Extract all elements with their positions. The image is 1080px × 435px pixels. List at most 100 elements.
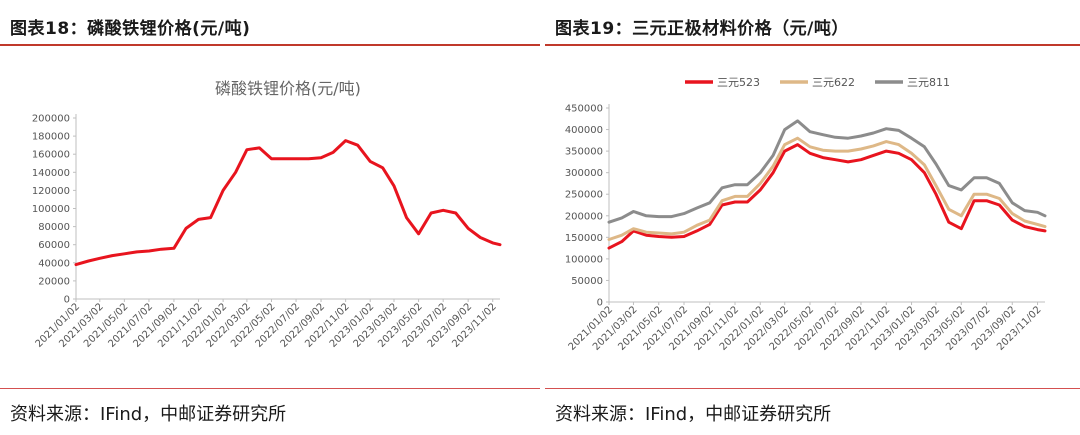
y-tick-label: 50000 [571, 276, 603, 287]
data-point [746, 183, 749, 186]
lfp-price-chart: 磷酸铁锂价格(元/吨) 0 20000 40000 60000 80000 100000 12… [32, 79, 502, 350]
data-point [985, 193, 988, 196]
data-point [973, 177, 975, 179]
legend-label: 三元523 [717, 76, 760, 89]
data-point [185, 227, 187, 230]
data-point [897, 143, 900, 146]
data-point [1036, 211, 1039, 214]
data-point [935, 193, 937, 196]
series-line-1 [607, 136, 1047, 241]
figure-header: 图表18：磷酸铁锂价格(元/吨) [0, 6, 540, 46]
data-point [809, 152, 811, 155]
data-point [657, 235, 660, 238]
y-tick-label: 120000 [32, 186, 70, 197]
data-point [847, 150, 849, 152]
data-point [123, 252, 126, 255]
y-tick-label: 20000 [38, 276, 70, 287]
data-point [822, 133, 824, 136]
data-point [645, 234, 648, 236]
header-rule [0, 44, 540, 46]
data-point [197, 218, 200, 221]
data-point [393, 185, 395, 187]
figure-header: 图表19：三元正极材料价格（元/吨） [545, 6, 1080, 46]
data-point [608, 247, 610, 249]
data-point [948, 208, 950, 211]
data-point [847, 137, 849, 139]
data-point [948, 184, 950, 187]
data-point [834, 150, 837, 152]
source-note: 资料来源：IFind，中邮证券研究所 [555, 404, 832, 425]
y-tick-label: 300000 [565, 168, 603, 179]
data-point [258, 147, 261, 149]
data-point [973, 193, 975, 196]
data-point [683, 212, 685, 215]
data-point [209, 216, 212, 219]
data-point [759, 189, 762, 191]
y-tick-label: 100000 [565, 254, 603, 265]
data-point [136, 251, 138, 253]
data-point [923, 164, 926, 166]
data-point [860, 148, 862, 150]
data-point [783, 150, 786, 152]
data-point [960, 227, 963, 230]
data-point [270, 157, 273, 160]
data-point [1011, 212, 1014, 215]
data-point [834, 136, 837, 139]
data-point [772, 165, 774, 167]
data-point [897, 152, 900, 155]
data-point [670, 236, 673, 239]
y-tick-label: 0 [64, 295, 70, 306]
data-point [734, 201, 736, 203]
data-point [111, 254, 114, 257]
data-point [632, 210, 635, 213]
data-point [645, 214, 648, 217]
data-point [657, 232, 660, 234]
figure-footer: 资料来源：IFind，中邮证券研究所 [0, 388, 540, 435]
data-point [148, 250, 150, 252]
legend-label: 三元622 [812, 76, 855, 89]
data-point [430, 212, 432, 214]
data-point [783, 128, 786, 131]
data-point [721, 186, 723, 189]
data-point [621, 234, 623, 236]
data-point [935, 163, 937, 165]
footer-rule [545, 388, 1080, 389]
data-point [872, 145, 875, 147]
data-point [467, 227, 469, 230]
data-point [809, 130, 811, 133]
data-point [860, 135, 862, 137]
data-point [809, 146, 811, 148]
data-point [721, 204, 723, 206]
data-point [910, 152, 913, 155]
data-point [621, 240, 623, 243]
data-point [973, 199, 975, 202]
data-point [1011, 202, 1014, 204]
data-point [759, 182, 762, 185]
y-tick-label: 450000 [565, 104, 603, 115]
data-point [783, 143, 786, 146]
data-point [721, 199, 723, 202]
data-point [708, 219, 711, 221]
figure-title: 图表18：磷酸铁锂价格(元/吨) [10, 19, 251, 39]
figure-footer: 资料来源：IFind，中邮证券研究所 [545, 388, 1080, 435]
data-point [160, 248, 163, 251]
y-tick-label: 140000 [32, 168, 70, 179]
data-point [985, 177, 988, 179]
data-point [332, 151, 334, 154]
series-line-0 [74, 139, 502, 267]
data-point [1023, 220, 1026, 222]
data-point [998, 204, 1001, 206]
data-point [75, 263, 77, 266]
data-point [998, 197, 1001, 200]
series-line-0 [607, 143, 1047, 250]
data-point [246, 148, 248, 151]
lfp-price-panel: 图表18：磷酸铁锂价格(元/吨) 磷酸铁锂价格(元/吨) 0 20000 40000 6… [0, 6, 540, 435]
data-point [405, 216, 408, 219]
data-point [479, 236, 482, 239]
data-point [923, 146, 926, 148]
y-tick-label: 350000 [565, 147, 603, 158]
y-tick-label: 150000 [565, 233, 603, 244]
y-tick-label: 250000 [565, 190, 603, 201]
data-point [657, 215, 660, 218]
data-point [320, 157, 322, 159]
